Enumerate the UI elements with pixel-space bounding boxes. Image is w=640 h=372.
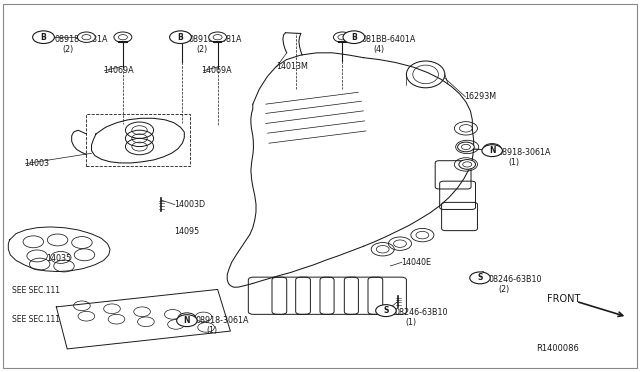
Circle shape <box>376 305 396 317</box>
Text: (2): (2) <box>62 45 74 54</box>
Text: (1): (1) <box>206 326 217 335</box>
Circle shape <box>483 144 501 154</box>
Text: (1): (1) <box>509 158 520 167</box>
Text: 08246-63B10: 08246-63B10 <box>488 275 542 284</box>
Text: N: N <box>184 316 190 325</box>
Text: 14069A: 14069A <box>103 66 134 75</box>
Text: 081BB-6401A: 081BB-6401A <box>362 35 416 44</box>
Text: S: S <box>383 306 388 315</box>
Circle shape <box>114 32 132 42</box>
Text: (1): (1) <box>405 318 416 327</box>
Text: 14040E: 14040E <box>401 258 431 267</box>
Text: 14069A: 14069A <box>202 66 232 75</box>
Text: 14013M: 14013M <box>276 62 308 71</box>
Text: R1400086: R1400086 <box>536 344 579 353</box>
Circle shape <box>333 32 351 42</box>
Circle shape <box>170 31 191 44</box>
Circle shape <box>177 315 197 327</box>
Text: S: S <box>477 273 483 282</box>
Text: 14003D: 14003D <box>174 200 205 209</box>
Text: 08918-3081A: 08918-3081A <box>54 35 108 44</box>
Circle shape <box>209 32 227 42</box>
Text: SEE SEC.111: SEE SEC.111 <box>12 286 60 295</box>
Circle shape <box>33 31 54 44</box>
Text: 08246-63B10: 08246-63B10 <box>395 308 449 317</box>
Text: 14095: 14095 <box>174 227 199 236</box>
Text: 16293M: 16293M <box>465 92 497 101</box>
Circle shape <box>77 32 95 42</box>
Text: 08918-3061A: 08918-3061A <box>498 148 552 157</box>
Text: SEE SEC.111: SEE SEC.111 <box>12 315 60 324</box>
Circle shape <box>482 145 502 157</box>
Circle shape <box>178 313 196 323</box>
Text: 08918-3081A: 08918-3081A <box>189 35 243 44</box>
Text: 14003: 14003 <box>24 159 49 168</box>
Circle shape <box>173 32 191 42</box>
Bar <box>86 114 190 166</box>
Text: (2): (2) <box>196 45 208 54</box>
Text: 08918-3061A: 08918-3061A <box>195 316 249 325</box>
Text: (4): (4) <box>373 45 384 54</box>
Text: (2): (2) <box>499 285 510 294</box>
Text: FRONT: FRONT <box>547 295 580 304</box>
Text: N: N <box>489 146 495 155</box>
Circle shape <box>343 31 365 44</box>
Text: B: B <box>41 33 46 42</box>
Circle shape <box>459 160 476 169</box>
Text: 14035: 14035 <box>46 254 71 263</box>
Circle shape <box>458 142 474 152</box>
Text: B: B <box>351 33 356 42</box>
Text: B: B <box>178 33 183 42</box>
Circle shape <box>470 272 490 284</box>
